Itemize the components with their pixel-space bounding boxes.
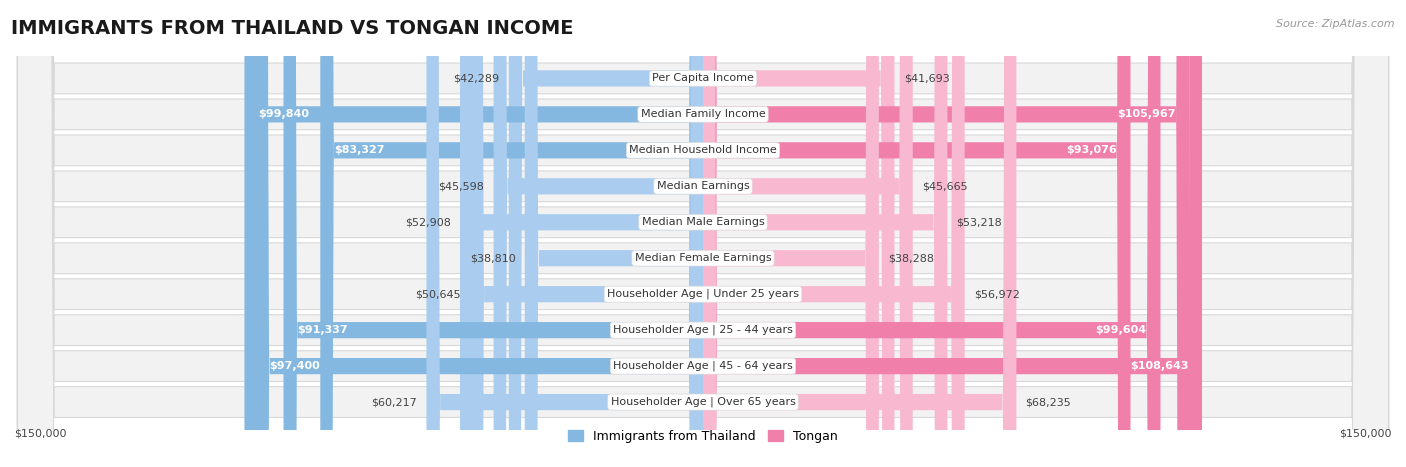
- Text: $42,289: $42,289: [454, 73, 499, 84]
- FancyBboxPatch shape: [17, 0, 1389, 467]
- Text: Householder Age | Over 65 years: Householder Age | Over 65 years: [610, 397, 796, 407]
- FancyBboxPatch shape: [703, 0, 948, 467]
- Text: $38,810: $38,810: [470, 253, 516, 263]
- Text: Median Household Income: Median Household Income: [628, 145, 778, 156]
- FancyBboxPatch shape: [17, 0, 1389, 467]
- FancyBboxPatch shape: [703, 0, 879, 467]
- Text: $108,643: $108,643: [1129, 361, 1188, 371]
- FancyBboxPatch shape: [703, 0, 1189, 467]
- FancyBboxPatch shape: [703, 0, 1202, 467]
- Text: Per Capita Income: Per Capita Income: [652, 73, 754, 84]
- Text: $99,840: $99,840: [259, 109, 309, 120]
- FancyBboxPatch shape: [17, 0, 1389, 467]
- FancyBboxPatch shape: [471, 0, 703, 467]
- FancyBboxPatch shape: [703, 0, 1160, 467]
- Text: Median Family Income: Median Family Income: [641, 109, 765, 120]
- Text: $97,400: $97,400: [270, 361, 321, 371]
- Text: $150,000: $150,000: [14, 429, 66, 439]
- FancyBboxPatch shape: [284, 0, 703, 467]
- Text: $83,327: $83,327: [335, 145, 385, 156]
- FancyBboxPatch shape: [703, 0, 1017, 467]
- Text: $105,967: $105,967: [1118, 109, 1175, 120]
- Text: $41,693: $41,693: [904, 73, 949, 84]
- Text: $45,665: $45,665: [922, 181, 967, 191]
- FancyBboxPatch shape: [494, 0, 703, 467]
- Text: Source: ZipAtlas.com: Source: ZipAtlas.com: [1277, 19, 1395, 28]
- FancyBboxPatch shape: [321, 0, 703, 467]
- Text: $91,337: $91,337: [297, 325, 347, 335]
- FancyBboxPatch shape: [703, 0, 912, 467]
- FancyBboxPatch shape: [245, 0, 703, 467]
- Text: Median Male Earnings: Median Male Earnings: [641, 217, 765, 227]
- FancyBboxPatch shape: [17, 0, 1389, 467]
- Text: IMMIGRANTS FROM THAILAND VS TONGAN INCOME: IMMIGRANTS FROM THAILAND VS TONGAN INCOM…: [11, 19, 574, 38]
- FancyBboxPatch shape: [703, 0, 894, 467]
- Legend: Immigrants from Thailand, Tongan: Immigrants from Thailand, Tongan: [562, 425, 844, 448]
- Text: $52,908: $52,908: [405, 217, 451, 227]
- FancyBboxPatch shape: [256, 0, 703, 467]
- Text: Median Female Earnings: Median Female Earnings: [634, 253, 772, 263]
- Text: $50,645: $50,645: [416, 289, 461, 299]
- Text: $99,604: $99,604: [1095, 325, 1147, 335]
- Text: Householder Age | 45 - 64 years: Householder Age | 45 - 64 years: [613, 361, 793, 371]
- FancyBboxPatch shape: [17, 0, 1389, 467]
- Text: $53,218: $53,218: [956, 217, 1002, 227]
- FancyBboxPatch shape: [509, 0, 703, 467]
- Text: $93,076: $93,076: [1066, 145, 1116, 156]
- Text: $60,217: $60,217: [371, 397, 418, 407]
- Text: Householder Age | 25 - 44 years: Householder Age | 25 - 44 years: [613, 325, 793, 335]
- FancyBboxPatch shape: [426, 0, 703, 467]
- FancyBboxPatch shape: [17, 0, 1389, 467]
- FancyBboxPatch shape: [703, 0, 965, 467]
- Text: $68,235: $68,235: [1025, 397, 1071, 407]
- FancyBboxPatch shape: [17, 0, 1389, 467]
- Text: Median Earnings: Median Earnings: [657, 181, 749, 191]
- FancyBboxPatch shape: [524, 0, 703, 467]
- Text: Householder Age | Under 25 years: Householder Age | Under 25 years: [607, 289, 799, 299]
- FancyBboxPatch shape: [17, 0, 1389, 467]
- FancyBboxPatch shape: [703, 0, 1130, 467]
- Text: $45,598: $45,598: [439, 181, 485, 191]
- Text: $150,000: $150,000: [1340, 429, 1392, 439]
- FancyBboxPatch shape: [17, 0, 1389, 467]
- Text: $38,288: $38,288: [889, 253, 934, 263]
- Text: $56,972: $56,972: [974, 289, 1019, 299]
- FancyBboxPatch shape: [460, 0, 703, 467]
- FancyBboxPatch shape: [17, 0, 1389, 467]
